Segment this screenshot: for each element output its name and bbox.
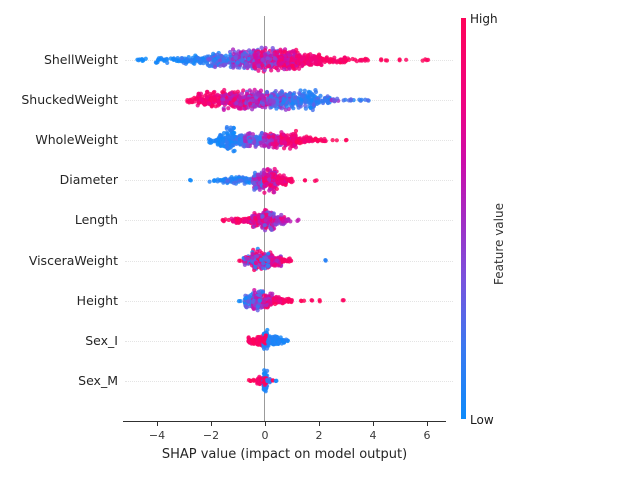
feature-label: VisceraWeight [28,252,118,268]
x-tick-mark [211,421,213,426]
x-tick-label: −4 [148,429,166,442]
x-tick-label: 0 [261,429,269,442]
feature-label: Diameter [59,172,118,188]
x-tick-mark [319,421,321,426]
x-tick-label: 6 [423,429,431,442]
colorbar-low-label: Low [470,413,494,427]
x-axis-label: SHAP value (impact on model output) [161,447,408,462]
colorbar-axis-label: Feature value [492,203,506,285]
feature-label: ShellWeight [43,52,118,67]
x-tick-mark [427,421,429,426]
x-tick-mark [157,421,159,426]
x-tick-mark [265,421,267,426]
feature-label: ShuckedWeight [21,92,118,108]
colorbar [461,18,466,419]
x-axis [123,421,446,423]
feature-label: Height [76,292,118,308]
x-tick-label: 4 [369,429,377,442]
x-tick-mark [373,421,375,426]
feature-label: Length [74,212,118,228]
feature-label: Sex_M [78,372,118,388]
colorbar-high-label: High [470,12,498,26]
x-tick-label: 2 [315,429,323,442]
x-tick-label: −2 [202,429,220,442]
feature-label: Sex_I [85,332,118,348]
feature-label: WholeWeight [35,132,118,148]
